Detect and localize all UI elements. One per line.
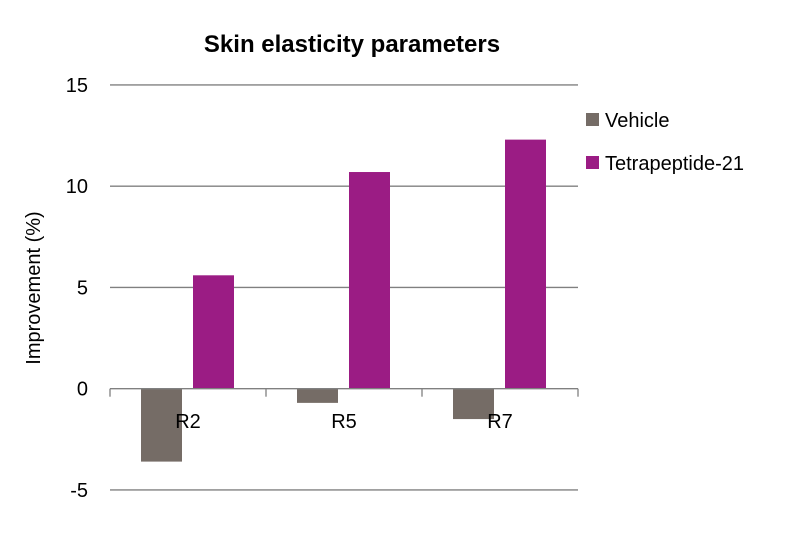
chart-title: Skin elasticity parameters	[204, 31, 500, 58]
bar-tetrapeptide-21-r5	[349, 172, 390, 389]
y-tick-label: 10	[66, 176, 88, 198]
y-tick-label: 5	[77, 277, 88, 299]
legend-swatch	[586, 113, 599, 126]
legend-label: Vehicle	[605, 110, 670, 132]
x-tick-label: R2	[175, 411, 201, 433]
bar-vehicle-r2	[141, 388, 182, 462]
legend-swatch	[586, 156, 599, 169]
bar-vehicle-r5	[297, 388, 338, 403]
y-tick-label: 0	[77, 379, 88, 401]
bar-vehicle-r7	[453, 388, 494, 420]
bar-tetrapeptide-21-r7	[505, 139, 546, 389]
y-tick-label: -5	[70, 480, 88, 502]
x-tick-label: R5	[331, 411, 357, 433]
x-tick-label: R7	[487, 411, 513, 433]
y-tick-label: 15	[66, 75, 88, 97]
y-axis-label: Improvement (%)	[23, 211, 45, 364]
bar-tetrapeptide-21-r2	[193, 275, 234, 389]
legend-label: Tetrapeptide-21	[605, 153, 744, 175]
